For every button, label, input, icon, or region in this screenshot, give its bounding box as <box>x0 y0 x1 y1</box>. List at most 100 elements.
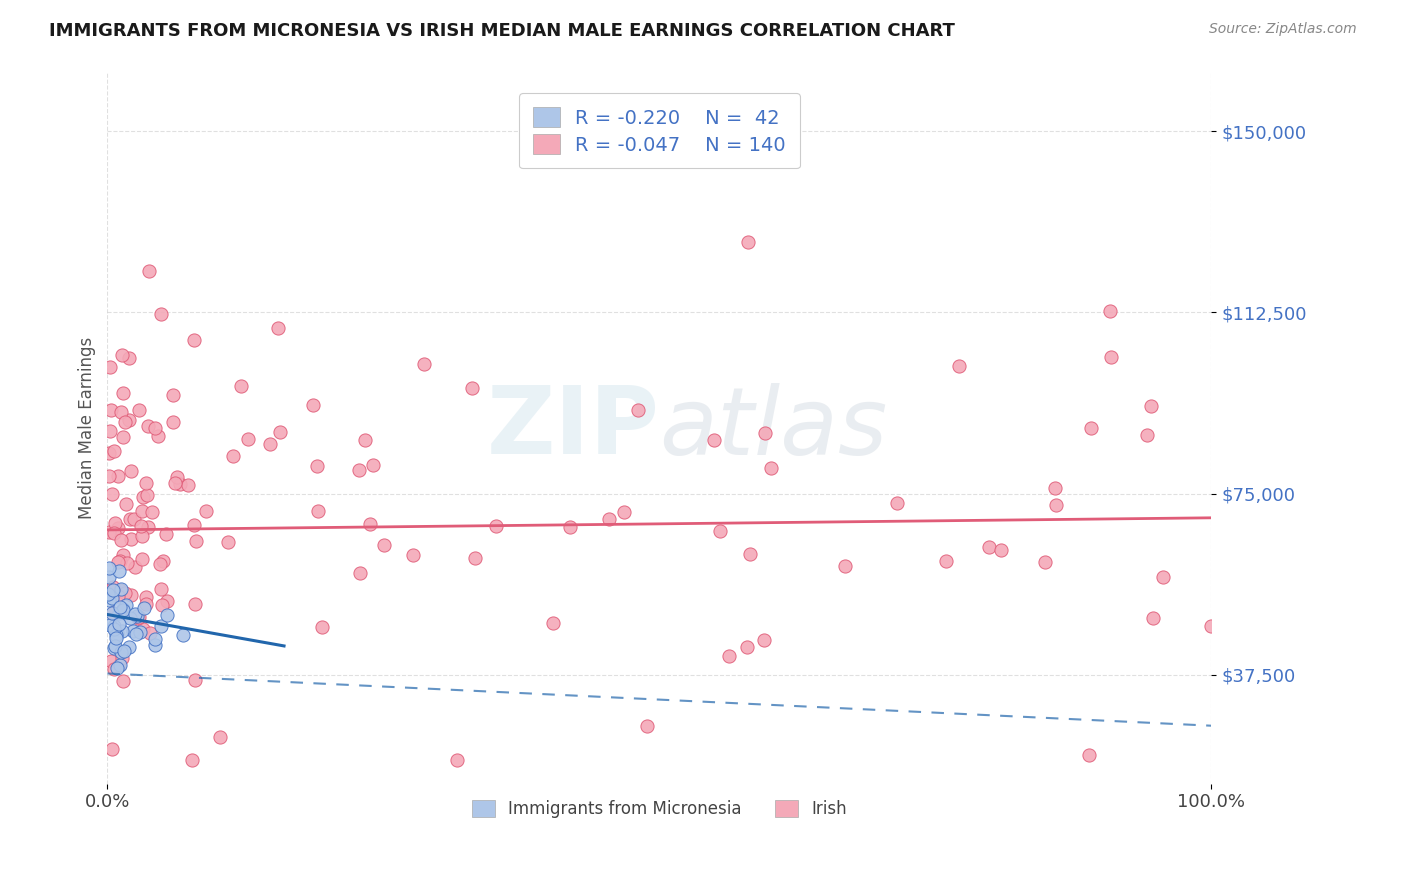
Point <box>103 662 125 676</box>
Point <box>156 594 179 608</box>
Point <box>111 602 134 616</box>
Legend: Immigrants from Micronesia, Irish: Immigrants from Micronesia, Irish <box>465 794 853 825</box>
Point <box>108 658 131 673</box>
Point <box>222 449 245 463</box>
Point <box>98 425 121 439</box>
Point <box>149 557 172 571</box>
Point <box>105 626 128 640</box>
Point <box>97 592 120 607</box>
Point <box>353 433 375 447</box>
Point <box>110 582 132 596</box>
Point <box>131 503 153 517</box>
Point <box>107 590 129 604</box>
Point <box>120 588 142 602</box>
Point <box>1080 421 1102 435</box>
Point <box>100 654 122 668</box>
Point <box>183 673 205 687</box>
Point <box>402 549 425 563</box>
Point <box>373 538 395 552</box>
Point <box>114 415 136 429</box>
Point <box>98 582 121 597</box>
Point <box>1098 304 1121 318</box>
Point <box>104 639 127 653</box>
Point <box>124 607 146 621</box>
Point <box>128 624 150 639</box>
Point <box>118 611 141 625</box>
Point <box>110 650 132 665</box>
Point <box>307 459 329 474</box>
Point <box>108 616 131 631</box>
Point <box>100 486 122 500</box>
Point <box>97 570 120 584</box>
Point <box>117 413 139 427</box>
Point <box>169 476 191 491</box>
Point <box>177 478 200 492</box>
Point <box>132 622 155 636</box>
Point <box>136 520 159 534</box>
Point <box>132 600 155 615</box>
Point <box>183 333 205 347</box>
Point <box>754 632 776 647</box>
Point <box>97 587 120 601</box>
Point <box>267 321 290 335</box>
Point <box>110 599 132 614</box>
Point <box>977 540 1000 554</box>
Point <box>124 511 146 525</box>
Point <box>413 358 436 372</box>
Point <box>302 398 325 412</box>
Point <box>269 425 291 439</box>
Point <box>108 658 131 673</box>
Point <box>150 599 173 613</box>
Point <box>1136 427 1159 442</box>
Point <box>613 505 636 519</box>
Point <box>110 605 132 619</box>
Point <box>111 548 134 562</box>
Point <box>111 430 134 444</box>
Point <box>139 626 162 640</box>
Point <box>735 640 758 655</box>
Point <box>636 719 658 733</box>
Point <box>103 623 125 637</box>
Point <box>1045 498 1067 512</box>
Text: atlas: atlas <box>659 383 887 474</box>
Point <box>111 385 134 400</box>
Point <box>110 533 132 547</box>
Point <box>131 552 153 566</box>
Point <box>138 263 160 277</box>
Point <box>948 359 970 373</box>
Text: IMMIGRANTS FROM MICRONESIA VS IRISH MEDIAN MALE EARNINGS CORRELATION CHART: IMMIGRANTS FROM MICRONESIA VS IRISH MEDI… <box>49 22 955 40</box>
Point <box>97 468 120 483</box>
Point <box>141 505 163 519</box>
Point <box>112 603 135 617</box>
Point <box>120 532 142 546</box>
Point <box>101 582 124 597</box>
Point <box>104 516 127 531</box>
Point <box>120 512 142 526</box>
Point <box>115 498 138 512</box>
Point <box>107 556 129 570</box>
Point <box>125 626 148 640</box>
Point <box>627 403 650 417</box>
Point <box>114 585 136 599</box>
Point <box>717 648 740 663</box>
Point <box>103 619 125 633</box>
Point <box>150 582 173 597</box>
Point <box>990 543 1012 558</box>
Point <box>152 554 174 568</box>
Point <box>100 403 122 417</box>
Point <box>195 504 218 518</box>
Point <box>148 429 170 443</box>
Point <box>1199 619 1222 633</box>
Point <box>886 496 908 510</box>
Point <box>162 388 184 402</box>
Point <box>98 617 121 632</box>
Point <box>110 645 132 659</box>
Point <box>172 628 194 642</box>
Point <box>131 529 153 543</box>
Point <box>181 753 204 767</box>
Point <box>165 475 187 490</box>
Point <box>307 504 329 518</box>
Point <box>1139 399 1161 413</box>
Point <box>166 470 188 484</box>
Point <box>1043 481 1066 495</box>
